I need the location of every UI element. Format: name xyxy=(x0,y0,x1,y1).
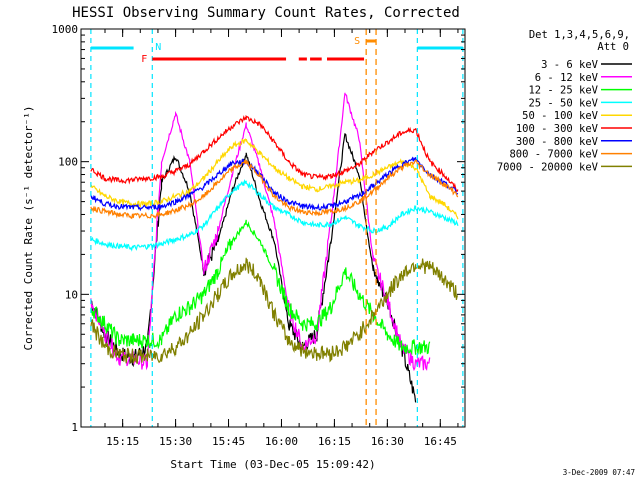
x-tick-label-5: 16:30 xyxy=(371,435,404,448)
legend-label-0: 3 - 6 keV xyxy=(541,59,599,71)
legend-label-3: 25 - 50 keV xyxy=(528,97,598,109)
legend-header-line-0: Det 1,3,4,5,6,9, xyxy=(529,29,630,41)
y-tick-label-2: 100 xyxy=(58,156,78,169)
x-tick-label-6: 16:45 xyxy=(424,435,457,448)
y-axis-label: Corrected Count Rate (s⁻¹ detector⁻¹) xyxy=(22,105,35,350)
legend-label-7: 800 - 7000 keV xyxy=(509,149,598,161)
footer-date-stamp: 3-Dec-2009 07:47 xyxy=(563,468,635,477)
series-line-5 xyxy=(90,114,459,192)
legend-label-4: 50 - 100 keV xyxy=(522,110,599,122)
axes xyxy=(80,28,466,428)
flare-label: F xyxy=(141,54,147,65)
x-tick-label-3: 16:00 xyxy=(265,435,298,448)
y-tick-label-0: 1 xyxy=(71,421,78,434)
series-line-6 xyxy=(90,156,459,212)
series-line-2 xyxy=(90,219,431,356)
saa-label: S xyxy=(354,36,360,47)
x-tick-label-2: 15:45 xyxy=(212,435,245,448)
x-tick-label-0: 15:15 xyxy=(106,435,139,448)
annotation-layer: N S F xyxy=(90,29,464,427)
legend-label-2: 12 - 25 keV xyxy=(528,85,598,97)
y-tick-label-1: 10 xyxy=(65,288,78,301)
legend-label-1: 6 - 12 keV xyxy=(535,72,599,84)
series-line-0 xyxy=(90,133,417,403)
plot-frame xyxy=(80,28,466,428)
y-tick-label-3: 1000 xyxy=(52,23,79,36)
legend-label-5: 100 - 300 keV xyxy=(516,123,599,135)
chart-title: HESSI Observing Summary Count Rates, Cor… xyxy=(72,5,460,21)
legend-header-line-1: Att 0 xyxy=(597,41,629,53)
plot-area xyxy=(90,92,459,403)
legend-label-6: 300 - 800 keV xyxy=(516,136,599,148)
ticks: 15:15 15:30 15:45 16:00 16:15 16:30 16:45 1 10 10… xyxy=(52,23,465,448)
series-line-7 xyxy=(90,159,459,220)
night-label: N xyxy=(155,42,161,53)
x-tick-label-1: 15:30 xyxy=(159,435,192,448)
legend-label-8: 7000 - 20000 keV xyxy=(497,161,599,173)
x-axis-label: Start Time (03-Dec-05 15:09:42) xyxy=(170,458,375,471)
series-line-8 xyxy=(90,257,459,364)
x-tick-label-4: 16:15 xyxy=(318,435,351,448)
series-line-1 xyxy=(90,92,431,372)
